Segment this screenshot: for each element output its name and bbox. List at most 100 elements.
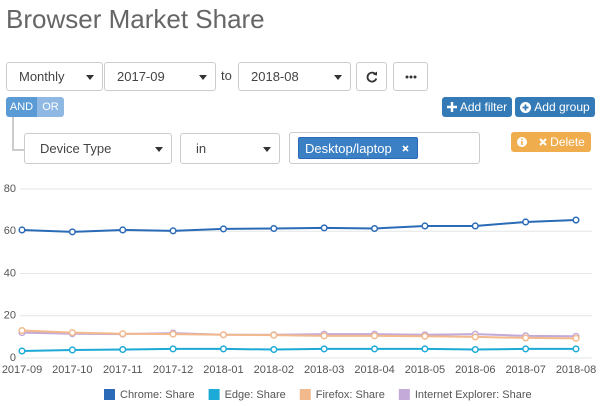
y-tick-label: 20 [4, 310, 16, 322]
data-point [219, 225, 228, 233]
legend-label: Internet Explorer: Share [415, 389, 532, 401]
legend-swatch [398, 389, 410, 400]
y-tick-label: 80 [4, 183, 16, 195]
legend-swatch [208, 389, 220, 400]
value-tag-label: Desktop/laptop [305, 140, 392, 156]
data-point [219, 331, 228, 339]
remove-tag-icon[interactable] [402, 144, 409, 152]
data-point [572, 345, 580, 353]
data-point [119, 226, 127, 234]
add-filter-button[interactable]: Add filter [442, 97, 512, 117]
to-label: to [221, 68, 232, 83]
data-point [270, 224, 278, 233]
legend-swatch [104, 389, 115, 400]
refresh-icon [366, 71, 377, 82]
add-filter-label: Add filter [459, 100, 508, 114]
data-point [68, 329, 76, 337]
y-tick-label: 60 [4, 225, 16, 237]
plus-circle-icon [520, 101, 532, 113]
data-point [320, 345, 328, 353]
legend-label: Firefox: Share [316, 389, 385, 401]
delete-label-wrap: Delete [539, 135, 585, 149]
y-tick-label: 40 [4, 267, 16, 279]
value-tag: Desktop/laptop [298, 137, 418, 159]
data-point [471, 346, 479, 354]
data-point [219, 345, 228, 353]
data-point [119, 330, 127, 338]
data-point [572, 216, 580, 224]
value-input[interactable]: Desktop/laptop [289, 132, 480, 164]
x-tick-label: 2017-11 [103, 364, 143, 376]
to-select[interactable]: 2018-08 [238, 62, 351, 91]
data-point [169, 330, 177, 338]
x-tick-label: 2017-09 [2, 364, 42, 376]
delete-icon [539, 138, 547, 146]
from-value: 2017-09 [117, 69, 165, 84]
field-value: Device Type [40, 141, 112, 156]
delete-button[interactable]: Delete [511, 132, 591, 152]
x-tick-label: 2018-03 [304, 364, 344, 376]
page-title: Browser Market Share [6, 4, 265, 34]
x-tick-label: 2018-08 [556, 364, 596, 376]
x-tick-label: 2017-10 [52, 364, 92, 376]
data-point [370, 332, 379, 340]
data-point [320, 332, 328, 340]
y-tick-label: 0 [10, 352, 16, 364]
data-point [18, 326, 26, 335]
x-tick-label: 2018-04 [354, 364, 394, 376]
more-button[interactable] [393, 62, 428, 91]
x-tick-label: 2018-05 [405, 364, 445, 376]
period-value: Monthly [19, 69, 65, 84]
data-point [370, 345, 379, 353]
x-tick-label: 2018-01 [203, 364, 243, 376]
period-select[interactable]: Monthly [6, 62, 103, 91]
operator-value: in [196, 141, 207, 156]
delete-label: Delete [550, 135, 585, 149]
data-point [421, 345, 429, 353]
info-icon [517, 137, 528, 147]
data-point [421, 222, 429, 230]
group-bracket [12, 117, 24, 151]
data-point [522, 345, 530, 353]
data-point [370, 224, 379, 233]
from-select[interactable]: 2017-09 [104, 62, 216, 91]
data-point [169, 227, 177, 235]
add-group-button[interactable]: Add group [515, 97, 595, 117]
data-point [68, 346, 76, 354]
x-tick-label: 2017-12 [153, 364, 193, 376]
data-point [18, 347, 26, 355]
x-tick-label: 2018-07 [505, 364, 545, 376]
plus-icon [446, 102, 457, 112]
series-line [21, 329, 577, 340]
and-toggle[interactable]: AND [6, 97, 37, 117]
data-point [68, 228, 76, 236]
x-tick-label: 2018-06 [455, 364, 495, 376]
data-point [18, 226, 26, 234]
data-point [119, 346, 127, 354]
legend-label: Chrome: Share [120, 389, 195, 401]
more-icon [405, 75, 416, 78]
data-point [471, 222, 479, 230]
data-point [522, 334, 530, 342]
add-group-label: Add group [534, 100, 590, 114]
series-line [21, 219, 577, 233]
operator-select[interactable]: in [180, 133, 280, 164]
legend-label: Edge: Share [225, 389, 286, 401]
data-point [522, 218, 530, 226]
data-point [270, 346, 278, 354]
field-select[interactable]: Device Type [24, 133, 172, 164]
to-value: 2018-08 [251, 69, 299, 84]
data-point [572, 334, 580, 342]
data-point [320, 224, 328, 232]
series-line [21, 347, 576, 353]
chart: 0 20 40 60 80 2017-09 2017-10 2017-11 2017-12 201… [2, 183, 596, 401]
or-toggle[interactable]: OR [37, 97, 64, 117]
data-point [421, 332, 429, 340]
data-point [471, 333, 479, 341]
data-point [169, 345, 177, 353]
data-point [270, 331, 278, 339]
x-tick-label: 2018-02 [254, 364, 294, 376]
legend-swatch [299, 389, 311, 400]
refresh-button[interactable] [356, 62, 387, 91]
